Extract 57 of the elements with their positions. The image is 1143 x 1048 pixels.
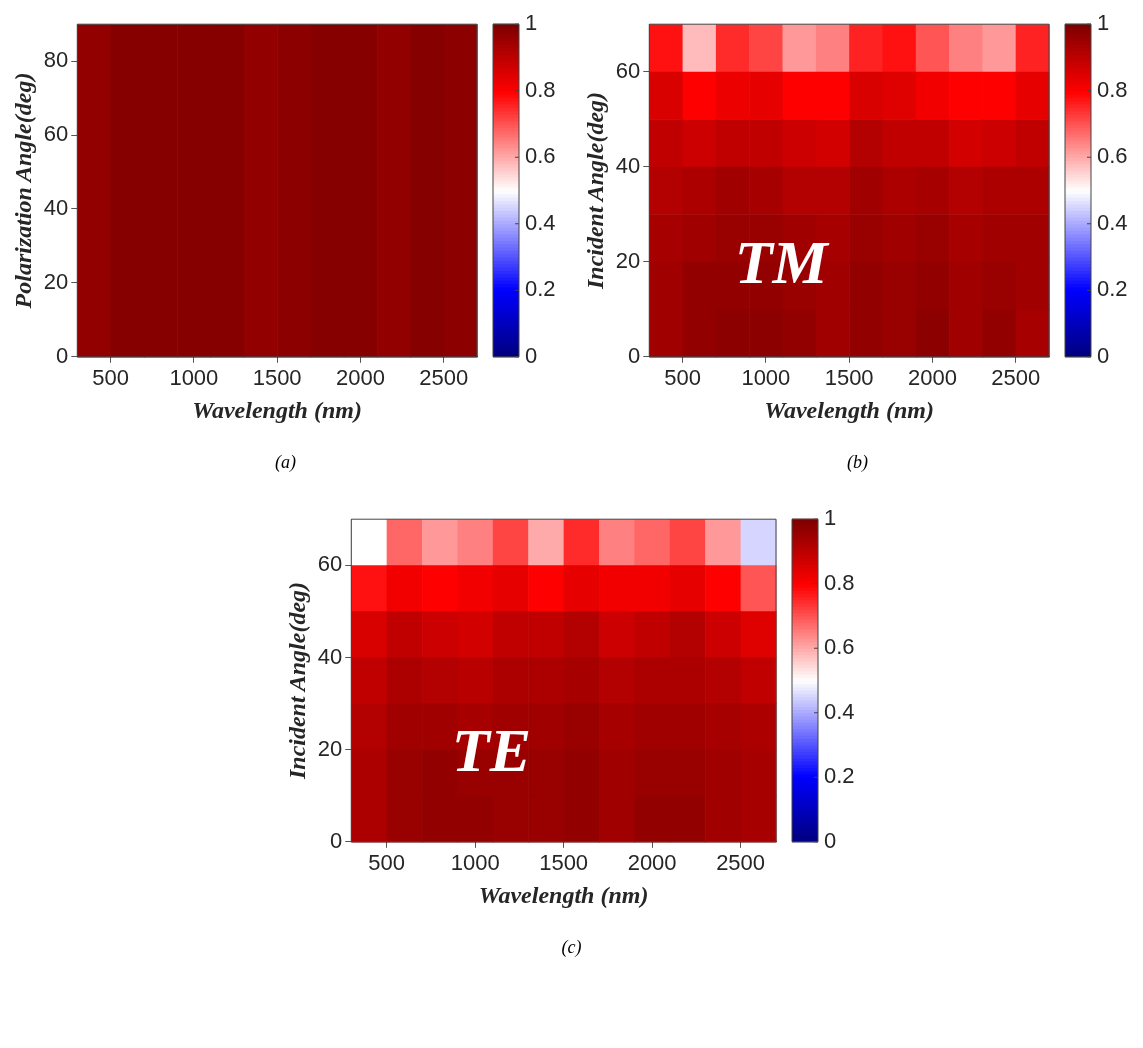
color-bar-label: 0 — [1097, 342, 1110, 368]
x-axis-title: Wavelength (nm) — [764, 396, 934, 423]
x-tick-label: 1000 — [169, 365, 219, 391]
color-bar-label: 0.4 — [525, 209, 556, 235]
x-tick-label: 2000 — [335, 365, 385, 391]
y-tick-label: 20 — [43, 268, 69, 294]
x-tick-label: 2000 — [627, 850, 677, 876]
y-tick-label: 0 — [329, 827, 342, 853]
y-tick-label: 80 — [43, 47, 69, 73]
y-tick-label: 60 — [317, 551, 342, 577]
x-tick-label: 500 — [367, 850, 405, 876]
x-axis-title: Wavelength (nm) — [192, 396, 362, 423]
annotation: TM — [734, 228, 830, 297]
color-bar-label: 1 — [525, 10, 538, 36]
color-bar-label: 0.2 — [823, 763, 855, 789]
y-axis-title: Polarization Angle(deg) — [9, 72, 36, 310]
x-tick-label: 2500 — [991, 365, 1041, 391]
color-bar-label: 1 — [823, 505, 836, 531]
y-tick-label: 20 — [615, 247, 641, 273]
x-axis-title: Wavelength (nm) — [478, 881, 648, 908]
color-bar-label: 0.6 — [525, 143, 556, 169]
annotation: TE — [451, 715, 531, 784]
x-tick-label: 1500 — [824, 365, 874, 391]
x-tick-label: 2500 — [715, 850, 765, 876]
x-tick-label: 2500 — [419, 365, 469, 391]
x-tick-label: 1500 — [252, 365, 302, 391]
y-axis-title: Incident Angle(deg) — [581, 91, 608, 291]
color-bar-label: 0 — [823, 827, 836, 853]
color-bar-label: 0.8 — [1097, 76, 1128, 102]
y-tick-label: 40 — [317, 643, 342, 669]
x-tick-label: 500 — [664, 365, 701, 391]
color-bar-label: 0.6 — [823, 634, 855, 660]
color-bar-label: 0.2 — [1097, 276, 1128, 302]
y-tick-label: 40 — [43, 195, 69, 221]
x-tick-label: 1000 — [450, 850, 500, 876]
color-bar-label: 0.8 — [525, 76, 556, 102]
color-bar-label: 0.2 — [525, 276, 556, 302]
y-tick-label: 60 — [43, 121, 69, 147]
x-tick-label: 1000 — [741, 365, 791, 391]
y-axis-title: Incident Angle(deg) — [283, 581, 310, 781]
color-bar-label: 0.4 — [823, 698, 855, 724]
color-bar-label: 0.6 — [1097, 143, 1128, 169]
y-tick-label: 20 — [317, 735, 342, 761]
text: (b) — [846, 452, 869, 473]
x-tick-label: 500 — [92, 365, 129, 391]
y-tick-label: 0 — [628, 342, 641, 368]
x-tick-label: 2000 — [907, 365, 957, 391]
color-bar-label: 0.8 — [823, 569, 855, 595]
y-tick-label: 60 — [615, 57, 641, 83]
color-bar-label: 0.4 — [1097, 209, 1128, 235]
color-bar-label: 1 — [1097, 10, 1110, 36]
y-tick-label: 40 — [615, 152, 641, 178]
color-bar-label: 0 — [525, 342, 538, 368]
text: (c) — [560, 937, 583, 958]
text: (a) — [274, 452, 297, 473]
x-tick-label: 1500 — [538, 850, 588, 876]
y-tick-label: 0 — [56, 342, 69, 368]
